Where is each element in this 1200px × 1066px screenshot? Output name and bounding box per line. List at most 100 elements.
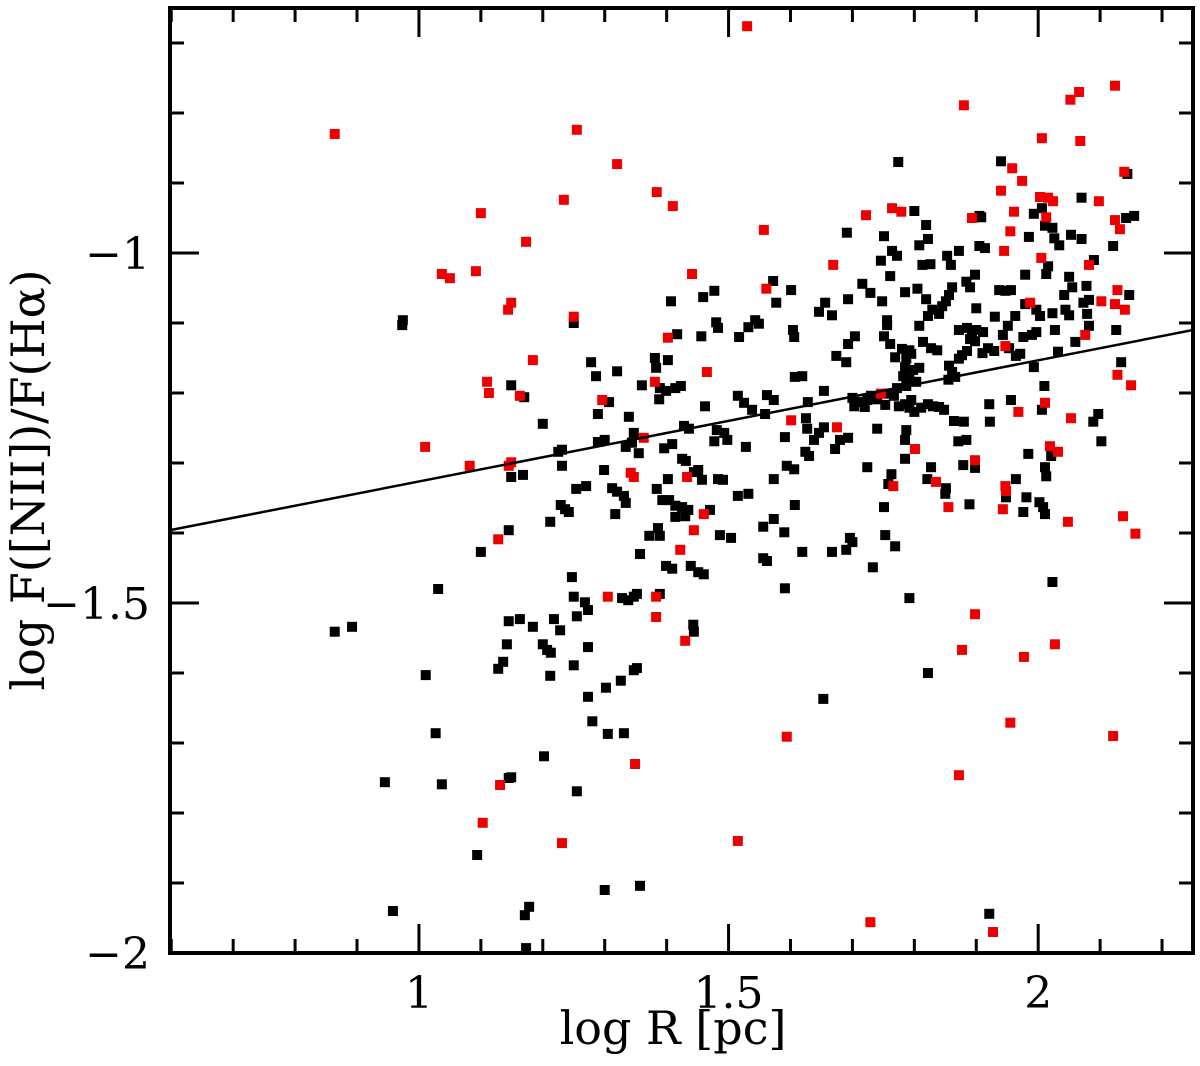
data-point <box>802 423 813 434</box>
data-point <box>861 210 872 221</box>
data-point <box>581 481 592 492</box>
data-point <box>714 530 725 541</box>
data-point <box>1130 528 1141 539</box>
data-point <box>630 759 641 769</box>
data-point <box>556 460 567 471</box>
data-point <box>953 436 964 447</box>
data-point <box>675 381 686 391</box>
data-point <box>786 415 797 426</box>
data-point <box>904 374 915 385</box>
data-point <box>1109 299 1120 310</box>
data-point <box>1036 133 1047 144</box>
data-point <box>918 336 929 347</box>
data-point <box>743 488 754 499</box>
x-tick-label: 2 <box>1024 968 1052 1019</box>
data-point <box>1064 271 1075 282</box>
data-point <box>841 357 852 368</box>
data-point <box>506 472 517 482</box>
data-point <box>701 367 712 377</box>
data-point <box>503 616 514 627</box>
data-point <box>1018 507 1029 517</box>
data-point <box>747 404 758 415</box>
data-point <box>1035 192 1046 202</box>
data-point <box>602 591 613 602</box>
data-point <box>698 509 709 520</box>
data-point <box>1018 651 1029 662</box>
data-point <box>667 439 678 450</box>
data-point <box>545 670 556 681</box>
data-point <box>922 234 933 244</box>
data-point <box>970 336 981 347</box>
data-point <box>430 728 441 739</box>
data-point <box>1039 397 1050 408</box>
data-point <box>843 432 854 443</box>
data-point <box>672 329 683 340</box>
data-point <box>693 567 704 578</box>
data-point <box>965 282 976 293</box>
data-point <box>1017 175 1028 186</box>
data-point <box>849 331 860 342</box>
data-point <box>1112 285 1123 296</box>
data-point <box>420 670 431 681</box>
data-point <box>1049 233 1060 244</box>
data-point <box>883 388 894 399</box>
data-point <box>797 371 808 382</box>
data-point <box>506 297 517 308</box>
data-point <box>996 156 1007 167</box>
data-point <box>568 660 579 671</box>
data-point <box>659 443 670 454</box>
data-point <box>977 348 988 359</box>
data-point <box>989 311 1000 322</box>
data-point <box>999 245 1010 256</box>
data-point <box>626 437 637 448</box>
data-point <box>631 588 642 599</box>
data-point <box>900 362 911 373</box>
data-point <box>503 304 514 315</box>
data-point <box>971 325 982 335</box>
data-point <box>768 474 779 485</box>
data-point <box>503 525 514 536</box>
data-point <box>1044 441 1055 452</box>
data-point <box>932 345 943 356</box>
data-point <box>464 460 475 471</box>
data-point <box>877 296 888 307</box>
data-point <box>901 425 912 436</box>
data-point <box>734 332 745 342</box>
data-point <box>1039 462 1050 473</box>
data-point <box>444 273 455 284</box>
data-point <box>779 432 790 443</box>
data-point <box>927 304 938 315</box>
data-point <box>926 462 937 473</box>
data-point <box>571 124 582 135</box>
data-point <box>602 728 613 739</box>
data-point <box>654 530 665 541</box>
y-axis-tick-labels: −1 −1.5 −2 <box>43 229 150 980</box>
data-point <box>539 751 550 762</box>
data-point <box>592 409 603 419</box>
data-point <box>739 397 750 408</box>
data-point <box>506 772 517 783</box>
data-point <box>677 502 688 513</box>
data-point <box>1013 406 1024 417</box>
data-point <box>680 455 691 466</box>
data-point <box>433 584 444 594</box>
data-point <box>665 296 676 307</box>
data-point <box>931 476 942 487</box>
data-point <box>961 434 972 445</box>
data-point <box>997 504 1008 515</box>
data-point <box>828 259 839 270</box>
data-point <box>1046 451 1057 461</box>
data-point <box>997 329 1008 340</box>
data-point <box>940 488 951 499</box>
data-point <box>1064 310 1075 321</box>
data-point <box>662 332 673 343</box>
data-point <box>475 208 486 219</box>
data-point <box>964 499 975 510</box>
data-point <box>1036 404 1047 415</box>
data-point <box>347 621 358 632</box>
data-point <box>802 397 813 408</box>
data-point <box>987 927 998 937</box>
data-point <box>667 201 678 212</box>
data-point <box>1075 136 1086 146</box>
